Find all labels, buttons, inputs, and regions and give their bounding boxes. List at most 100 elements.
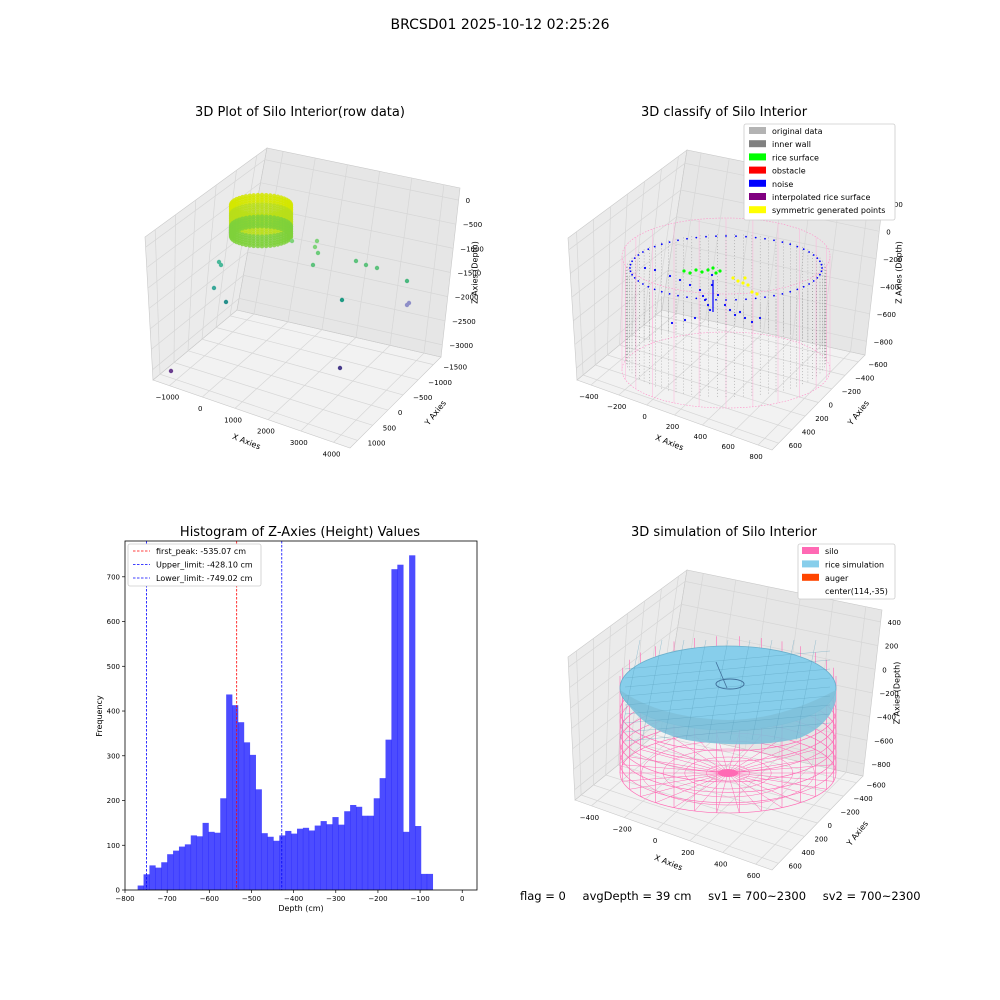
- raw-point: [272, 225, 277, 230]
- sim-silo-spoke: [727, 772, 740, 813]
- cls-noise-point: [716, 293, 720, 297]
- cls-noise-point: [653, 245, 656, 248]
- histogram-x-tick-label: −600: [200, 895, 219, 903]
- sim-y-tick-label: 600: [789, 862, 802, 870]
- histogram-y-label: Frequency: [95, 695, 104, 737]
- cls-noise-point: [683, 318, 687, 322]
- cls-noise-point: [637, 254, 640, 256]
- raw-point: [314, 238, 320, 244]
- cls-noise-point: [660, 243, 663, 246]
- raw-y-tick-label: 0: [398, 409, 402, 417]
- cls-x-gridline: [702, 175, 814, 426]
- cls-noise-point: [643, 266, 647, 270]
- sim-y-axis-label: Y Axies: [844, 819, 870, 848]
- cls-noise-point: [802, 248, 805, 251]
- raw-point: [243, 242, 249, 248]
- histogram-bar: [202, 822, 209, 890]
- raw-y-gridline: [154, 229, 358, 441]
- cls-noise-point: [693, 316, 697, 320]
- raw-point: [218, 262, 224, 268]
- sim-rice-dip-line: [715, 661, 728, 689]
- histogram-bar: [350, 804, 357, 890]
- histogram-bar: [208, 831, 215, 890]
- sim-silo-spoke: [727, 772, 762, 812]
- histogram-x-tick-label: −400: [284, 895, 303, 903]
- sim-silo-spoke: [629, 756, 729, 774]
- raw-point-cloud: [168, 192, 412, 374]
- cls-z-tick-label: −600: [877, 311, 896, 319]
- sim-rice-mesh: [624, 650, 831, 670]
- raw-point: [275, 225, 280, 231]
- sim-legend-frame: [797, 543, 896, 600]
- histogram-reference-lines: [146, 541, 283, 890]
- cls-x-tick-label: −400: [579, 393, 598, 401]
- raw-x-gridline: [234, 164, 348, 409]
- cls-symmetric-point: [755, 292, 759, 296]
- histogram-y-tick-label: 0: [116, 887, 120, 895]
- raw-point: [275, 242, 280, 247]
- cls-noise-point: [631, 273, 633, 276]
- cls-noise-point: [750, 320, 754, 324]
- cls-symmetric-point: [736, 279, 740, 283]
- cls-y-tick-label: 600: [789, 442, 802, 450]
- sim-x-tick-label: 400: [714, 861, 727, 869]
- cls-noise-point: [816, 277, 819, 279]
- sim-x-gridline: [755, 606, 867, 865]
- cls-noise-point: [725, 299, 727, 301]
- cls-noise-point: [647, 285, 650, 288]
- cls-noise-point: [678, 278, 682, 282]
- histogram-bar: [367, 815, 375, 890]
- cls-x-tick-label: 800: [749, 453, 762, 461]
- classify-legend: original data inner wall rice surface obsta…: [743, 123, 896, 221]
- histogram-bar: [273, 840, 280, 890]
- cls-legend-swatch: [749, 153, 766, 161]
- raw-point: [255, 224, 261, 229]
- cls-noise-point: [633, 257, 636, 259]
- histogram-bar: [426, 873, 434, 890]
- cls-noise-point: [812, 280, 815, 282]
- cls-z-tick-label: −200: [883, 256, 902, 264]
- raw-point: [223, 299, 229, 305]
- sim-y-gridline: [605, 625, 805, 837]
- raw-z-tick-label: −2500: [452, 318, 476, 326]
- sim-y-gridline: [629, 601, 831, 810]
- cls-y-tick-label: 400: [802, 429, 815, 437]
- sim-z-axis-label: Z Axies (Depth): [893, 662, 902, 725]
- cls-symmetric-point: [741, 281, 745, 285]
- raw-point: [315, 250, 321, 256]
- cls-noise-point: [642, 251, 644, 253]
- sim-silo-spoke: [640, 772, 729, 797]
- cls-noise-point: [808, 283, 810, 285]
- sv2-readout: sv2 = 700~2300: [822, 889, 921, 903]
- raw-y-gridline: [173, 214, 373, 426]
- raw-point: [339, 297, 345, 303]
- raw-point: [337, 365, 343, 371]
- cls-symmetric-point: [746, 283, 750, 287]
- cls-noise-point: [802, 285, 805, 288]
- cls-noise-point: [668, 274, 672, 278]
- raw-point: [363, 262, 369, 268]
- histogram-y-ticks: 0 100 200 300 400 500 600 700: [107, 573, 125, 895]
- cls-noise-point: [738, 310, 742, 314]
- cls-x-tick-label: 600: [722, 443, 735, 451]
- cls-noise-point: [728, 308, 732, 312]
- cls-y-gridline: [655, 156, 859, 363]
- histogram-bar: [356, 806, 363, 890]
- histogram-bar: [173, 850, 180, 890]
- cls-noise-point: [715, 298, 717, 301]
- sim-x-tick-label: 600: [747, 872, 760, 880]
- simulation-rice-surface: [619, 639, 837, 745]
- sim-rice-mesh: [624, 695, 831, 715]
- sim-rice-mesh: [624, 677, 831, 697]
- raw-point: [268, 224, 273, 229]
- histogram-bar: [155, 867, 162, 890]
- cls-x-gridline: [618, 158, 730, 396]
- histogram-bar: [332, 817, 339, 890]
- raw-y-gridline: [187, 199, 388, 411]
- histogram-x-tick-label: −100: [410, 895, 429, 903]
- histogram-bar: [232, 705, 239, 890]
- histogram-bar: [243, 742, 251, 890]
- sim-x-axis-label: X Axies: [653, 853, 684, 872]
- cls-noise-point: [745, 235, 747, 238]
